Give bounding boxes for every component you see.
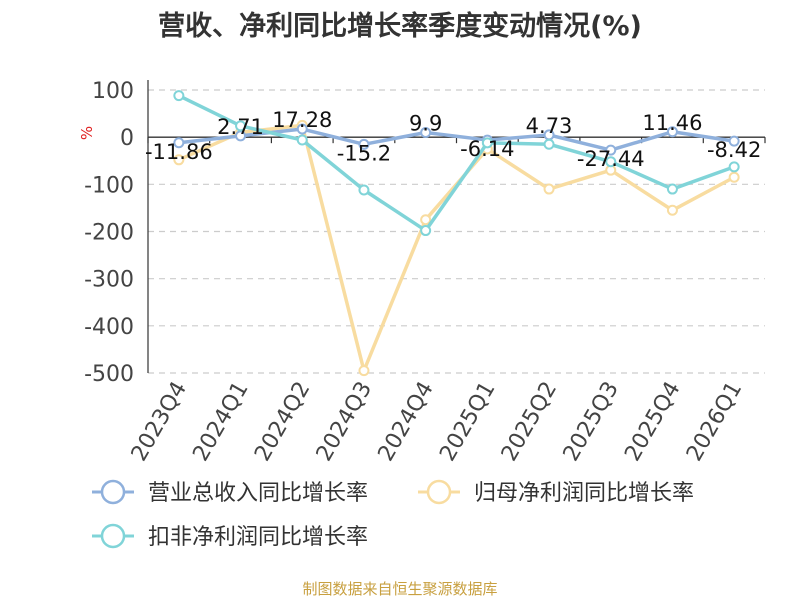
- data-point: [358, 138, 370, 150]
- x-tick-label: 2025Q2: [497, 378, 562, 466]
- data-point: [605, 144, 617, 156]
- x-tick-label: 2024Q1: [188, 378, 253, 466]
- series-lines: [173, 90, 740, 377]
- legend-marker: [100, 479, 126, 505]
- legend-marker: [100, 523, 126, 549]
- data-label: -6.14: [460, 137, 514, 161]
- data-label: 17.28: [272, 108, 332, 132]
- data-point: [543, 138, 555, 150]
- data-point: [728, 161, 740, 173]
- data-point: [666, 204, 678, 216]
- data-point: [420, 126, 432, 138]
- data-point: [666, 126, 678, 138]
- x-tick-label: 2025Q1: [435, 377, 500, 465]
- data-point: [543, 183, 555, 195]
- x-tick-label: 2023Q4: [127, 378, 192, 466]
- data-labels: -11.862.71 17.28-15.2 9.9 -6.14 4.73-27.44 11…: [145, 108, 761, 171]
- data-point: [481, 137, 493, 149]
- data-label: 2.71: [217, 115, 264, 139]
- legend-item: 营业总收入同比增长率: [92, 479, 368, 506]
- data-point: [358, 365, 370, 377]
- data-point: [235, 120, 247, 132]
- data-label: 9.9: [409, 111, 442, 135]
- x-tick-label: 2024Q2: [250, 378, 315, 466]
- x-tick-label: 2024Q3: [312, 378, 377, 466]
- legend-label: 扣非净利润同比增长率: [148, 525, 368, 550]
- data-label: 11.46: [642, 111, 702, 135]
- y-tick-label: 0: [120, 126, 134, 151]
- y-tick-label: -500: [84, 362, 134, 387]
- data-source-note: 制图数据来自恒生聚源数据库: [302, 580, 498, 598]
- data-label: -8.42: [707, 138, 761, 162]
- x-tick-label: 2025Q3: [559, 378, 624, 466]
- data-label: -15.2: [337, 141, 391, 165]
- data-point: [235, 130, 247, 142]
- y-tick-label: -400: [84, 315, 134, 340]
- data-point: [173, 137, 185, 149]
- data-point: [420, 225, 432, 237]
- data-point: [728, 135, 740, 147]
- series-line: [178, 94, 735, 233]
- data-point: [296, 123, 308, 135]
- data-point: [358, 184, 370, 196]
- x-tick-label: 2025Q4: [620, 378, 685, 466]
- data-point: [420, 214, 432, 226]
- legend-item: 归母净利润同比增长率: [418, 479, 694, 506]
- series-line: [178, 123, 735, 373]
- legend-item: 扣非净利润同比增长率: [92, 523, 368, 550]
- y-tick-label: -100: [84, 173, 134, 198]
- legend-label: 营业总收入同比增长率: [148, 481, 368, 506]
- data-label: -27.44: [577, 147, 645, 171]
- y-tick-label: -200: [84, 221, 134, 246]
- legend-marker: [426, 479, 452, 505]
- data-label: -11.86: [145, 140, 213, 164]
- axes: 1000-100-200-300-400-500%2023Q42024Q1202…: [78, 79, 766, 466]
- legend-label: 归母净利润同比增长率: [474, 481, 694, 506]
- x-tick-label: 2026Q1: [682, 378, 747, 466]
- data-point: [173, 154, 185, 166]
- chart-title: 营收、净利同比增长率季度变动情况(%): [158, 11, 642, 42]
- data-point: [173, 90, 185, 102]
- y-tick-label: 100: [92, 79, 134, 104]
- data-point: [296, 134, 308, 146]
- x-tick-label: 2024Q4: [374, 378, 439, 466]
- data-point: [605, 156, 617, 168]
- y-tick-label: -300: [84, 268, 134, 293]
- data-label: 4.73: [526, 114, 573, 138]
- data-point: [728, 171, 740, 183]
- data-point: [666, 183, 678, 195]
- y-axis-title: %: [78, 126, 96, 140]
